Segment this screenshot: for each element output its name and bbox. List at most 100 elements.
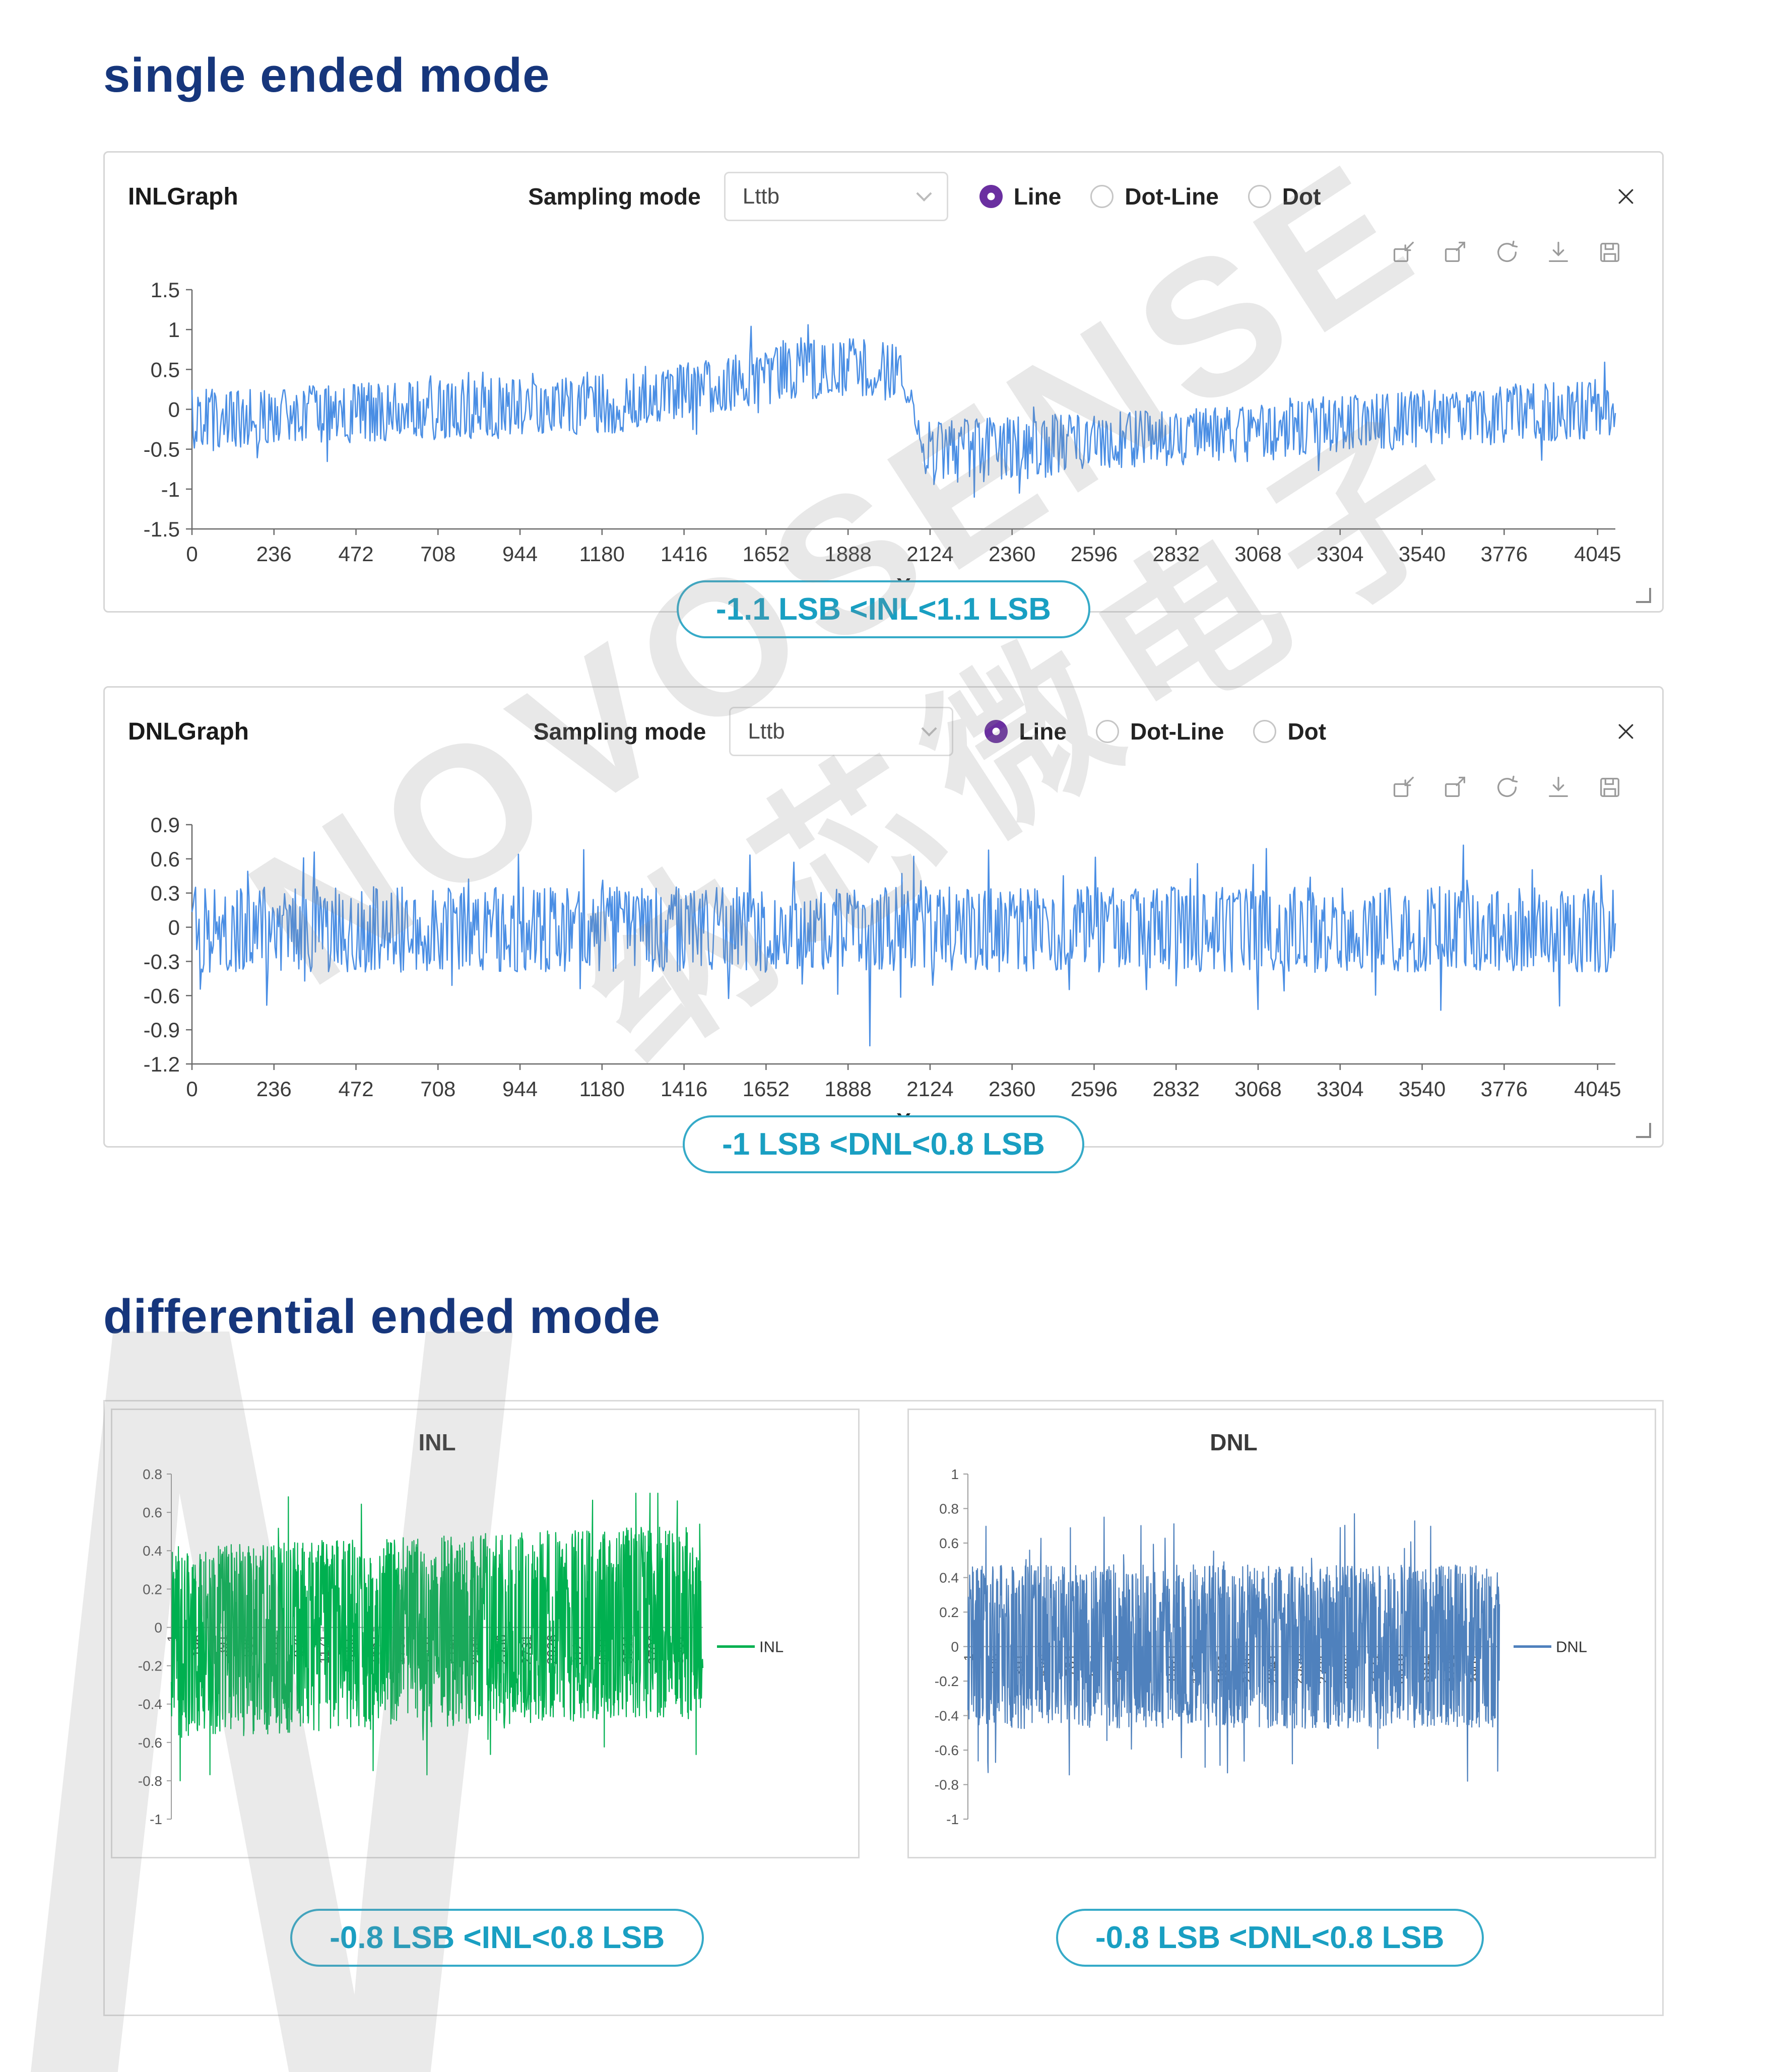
svg-text:-0.8: -0.8 — [935, 1777, 959, 1793]
sampling-mode-dropdown[interactable]: Lttb — [724, 172, 948, 221]
svg-text:-0.2: -0.2 — [935, 1674, 959, 1689]
svg-text:INL: INL — [759, 1638, 783, 1656]
svg-text:0.8: 0.8 — [939, 1501, 959, 1517]
download-button[interactable] — [1545, 239, 1572, 265]
excel-dnl-chart-box: DNL 1 0.8 0.6 0.4 0.2 0 -0.2 -0.4 -0.6 -0.8 -1 1 196 3… — [907, 1409, 1656, 1858]
resize-handle-icon[interactable] — [1636, 588, 1651, 603]
refresh-icon — [1497, 240, 1518, 262]
svg-text:-1.5: -1.5 — [144, 517, 180, 541]
svg-text:1888: 1888 — [824, 1077, 871, 1101]
radio-dot-line[interactable] — [1095, 720, 1119, 743]
svg-text:0.4: 0.4 — [143, 1543, 162, 1559]
radio-dot-label: Dot — [1282, 183, 1321, 210]
svg-text:2360: 2360 — [989, 1077, 1035, 1101]
download-icon — [1549, 776, 1568, 797]
svg-text:3776: 3776 — [1481, 542, 1528, 566]
sampling-mode-label: Sampling mode — [528, 183, 701, 210]
svg-text:1652: 1652 — [743, 1077, 790, 1101]
save-button[interactable] — [1597, 774, 1623, 800]
svg-text:-0.4: -0.4 — [935, 1708, 959, 1724]
radio-dot[interactable] — [1248, 185, 1271, 208]
radio-line-label: Line — [1013, 183, 1062, 210]
svg-text:0: 0 — [951, 1639, 959, 1655]
svg-text:1416: 1416 — [661, 1077, 707, 1101]
radio-dot[interactable] — [1253, 720, 1277, 743]
dnl-range-badge: -1 LSB <DNL<0.8 LSB — [683, 1115, 1084, 1173]
radio-option-line[interactable]: Line — [985, 718, 1067, 745]
svg-text:0: 0 — [186, 542, 198, 566]
diff-dnl-range-badge: -0.8 LSB <DNL<0.8 LSB — [1056, 1909, 1484, 1967]
history-zoom-button[interactable] — [1443, 774, 1469, 800]
refresh-button[interactable] — [1494, 239, 1520, 265]
svg-text:0.6: 0.6 — [143, 1505, 162, 1520]
svg-text:1888: 1888 — [824, 542, 871, 566]
sampling-controls: Sampling mode Lttb Line Dot-Line — [528, 172, 1321, 221]
svg-text:0.6: 0.6 — [151, 847, 180, 871]
svg-text:-0.9: -0.9 — [144, 1018, 180, 1042]
svg-text:472: 472 — [338, 1077, 373, 1101]
svg-text:-0.4: -0.4 — [138, 1697, 162, 1712]
svg-text:236: 236 — [256, 542, 292, 566]
radio-option-dot-line[interactable]: Dot-Line — [1090, 183, 1219, 210]
svg-text:-0.6: -0.6 — [935, 1743, 959, 1758]
download-button[interactable] — [1545, 774, 1572, 800]
close-icon — [1618, 189, 1633, 204]
svg-text:2360: 2360 — [989, 542, 1035, 566]
save-icon — [1600, 243, 1619, 262]
svg-text:708: 708 — [420, 542, 455, 566]
save-button[interactable] — [1597, 239, 1623, 265]
svg-text:-0.5: -0.5 — [144, 438, 180, 461]
close-icon — [1618, 724, 1633, 739]
svg-text:4045: 4045 — [1574, 1077, 1621, 1101]
inl-graph-window: INLGraph Sampling mode Lttb Line Dot-Lin… — [103, 151, 1664, 613]
sampling-controls: Sampling mode Lttb Line Dot-Line — [534, 707, 1326, 756]
svg-text:3068: 3068 — [1234, 1077, 1281, 1101]
window-title: INLGraph — [128, 183, 238, 210]
svg-text:-1: -1 — [946, 1812, 959, 1827]
svg-text:2596: 2596 — [1071, 542, 1118, 566]
inl-window-header: INLGraph Sampling mode Lttb Line Dot-Lin… — [105, 153, 1662, 225]
radio-line[interactable] — [985, 720, 1008, 743]
chevron-down-icon — [921, 720, 937, 737]
region-zoom-button[interactable] — [1391, 774, 1417, 800]
svg-text:0: 0 — [168, 916, 180, 940]
svg-text:2832: 2832 — [1153, 542, 1200, 566]
radio-option-dot-line[interactable]: Dot-Line — [1095, 718, 1224, 745]
svg-text:0.5: 0.5 — [151, 358, 180, 381]
radio-option-line[interactable]: Line — [979, 183, 1062, 210]
dnl-chart-canvas[interactable]: 0.90.60.30-0.3-0.6-0.9-1.20 236 472 708 944 1… — [124, 810, 1638, 1134]
close-button[interactable] — [1611, 181, 1641, 212]
svg-text:-0.2: -0.2 — [138, 1658, 162, 1674]
inl-chart-area: 1.5 1 0.5 0 -0.5 -1 -1.5 0 236 472 708 944 1180 1416 1… — [105, 269, 1662, 611]
sampling-mode-dropdown[interactable]: Lttb — [729, 707, 954, 756]
radio-option-dot[interactable]: Dot — [1253, 718, 1326, 745]
region-zoom-button[interactable] — [1391, 239, 1417, 265]
region-zoom-icon — [1393, 241, 1414, 262]
inl-badge-row: -1.1 LSB <INL<1.1 LSB — [103, 580, 1664, 638]
window-title: DNLGraph — [128, 718, 249, 745]
radio-dot-line-label: Dot-Line — [1130, 718, 1224, 745]
sampling-mode-value: Lttb — [742, 184, 780, 209]
close-button[interactable] — [1611, 716, 1641, 747]
svg-text:3304: 3304 — [1317, 1077, 1363, 1101]
excel-inl-chart-box: INL 0.8 0.6 0.4 0.2 0 -0.2 -0.4 -0.6 -0.8 -1 1 196 39… — [111, 1409, 860, 1858]
radio-dot-line-label: Dot-Line — [1125, 183, 1219, 210]
plot-style-radio-group: Line Dot-Line Dot — [979, 183, 1321, 210]
differential-ended-heading: differential ended mode — [103, 1290, 661, 1344]
save-icon — [1600, 778, 1619, 797]
radio-line[interactable] — [979, 185, 1003, 208]
radio-dot-line[interactable] — [1090, 185, 1114, 208]
svg-text:-1: -1 — [161, 478, 180, 501]
svg-text:708: 708 — [420, 1077, 455, 1101]
svg-text:2832: 2832 — [1153, 1077, 1200, 1101]
svg-text:0: 0 — [168, 398, 180, 422]
svg-text:DNL: DNL — [1210, 1429, 1258, 1455]
history-zoom-button[interactable] — [1443, 239, 1469, 265]
diff-inl-range-badge: -0.8 LSB <INL<0.8 LSB — [290, 1909, 704, 1967]
refresh-button[interactable] — [1494, 774, 1520, 800]
resize-handle-icon[interactable] — [1636, 1123, 1651, 1138]
radio-option-dot[interactable]: Dot — [1248, 183, 1321, 210]
chart-toolbar — [105, 760, 1662, 804]
inl-chart-canvas[interactable]: 1.510.50-0.5-1-1.50 236 472 708 944 1180 1416 1… — [124, 275, 1638, 599]
